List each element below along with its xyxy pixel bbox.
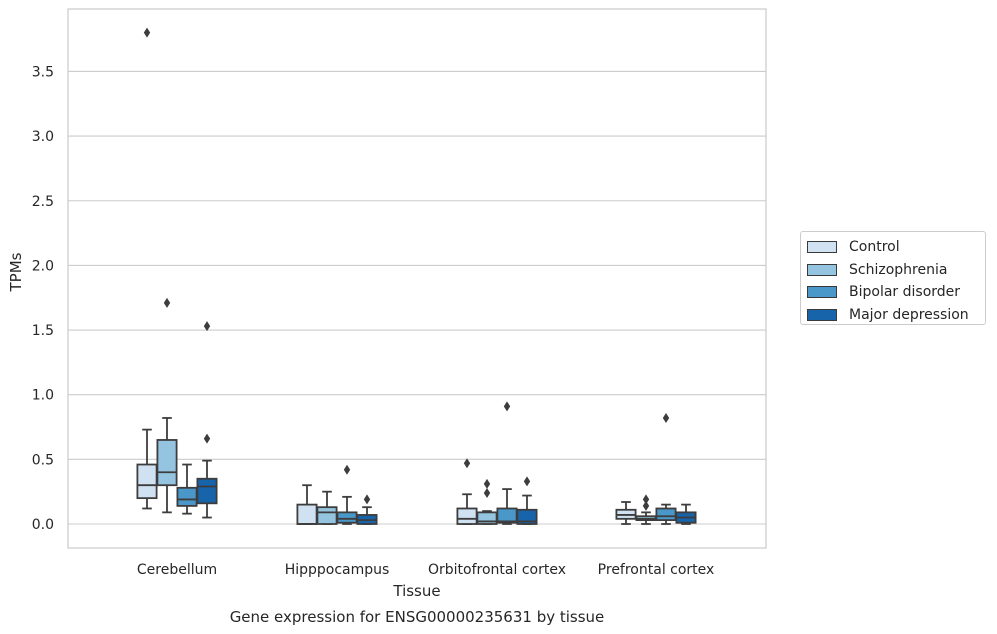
box-control [136,27,158,510]
legend-item: Major depression [807,304,979,327]
y-tick-label: 1.0 [32,388,54,404]
box-iqr [316,506,338,525]
box-major-depression [356,494,378,525]
box-bipolar-disorder [496,401,518,525]
box-schizophrenia [635,494,657,525]
outlier-point [163,297,171,308]
y-tick-label: 3.5 [32,64,54,80]
outlier-point [503,401,511,412]
outlier-point [143,27,151,38]
chart-footer-caption: Gene expression for ENSG00000235631 by t… [230,608,605,626]
box-schizophrenia [476,478,498,525]
box-iqr [176,486,198,507]
plot-area-frame [67,8,767,549]
legend-item: Control [807,236,979,259]
legend: Control Schizophrenia Bipolar disorder Majo… [800,231,986,325]
outlier-point [203,433,211,444]
box-major-depression [196,321,218,519]
box-iqr [456,507,478,525]
legend-item: Bipolar disorder [807,281,979,304]
outlier-point [523,476,531,487]
box-major-depression [675,503,697,525]
box-schizophrenia [316,490,338,525]
box-iqr [655,507,677,522]
y-tick-label: 2.5 [32,194,54,210]
legend-label: Major depression [849,306,969,323]
y-axis-ticks: 0.0 0.5 1.0 1.5 2.0 2.5 3.0 3.5 [32,64,54,533]
outlier-point [483,478,491,489]
y-tick-label: 3.0 [32,129,54,145]
outlier-point [463,458,471,469]
legend-item: Schizophrenia [807,259,979,282]
legend-swatch [807,241,837,254]
boxes [136,27,697,525]
x-tick-label: Prefrontal cortex [598,562,715,578]
y-axis-title: TPMs [7,252,25,292]
box-control [296,484,318,525]
y-tick-label: 2.0 [32,258,54,274]
outlier-point [662,412,670,423]
legend-label: Schizophrenia [849,261,948,278]
box-iqr [156,439,178,487]
x-tick-label: Hipppocampus [285,562,390,578]
legend-label: Control [849,239,900,256]
outlier-point [343,464,351,475]
box-bipolar-disorder [176,463,198,515]
outlier-point [642,500,650,511]
legend-swatch [807,286,837,299]
legend-label: Bipolar disorder [849,284,961,301]
box-iqr [296,503,318,525]
y-tick-label: 0.0 [32,517,54,533]
box-bipolar-disorder [336,464,358,525]
legend-swatch [807,308,837,321]
outlier-point [642,494,650,505]
gridlines [68,70,766,525]
x-tick-label: Cerebellum [137,562,217,578]
x-axis-ticks: Cerebellum Hipppocampus Orbitofrontal cort… [137,562,714,578]
box-iqr [336,511,358,524]
x-tick-label: Orbitofrontal cortex [428,562,566,578]
outlier-point [483,487,491,498]
outlier-point [363,494,371,505]
box-iqr [196,477,218,505]
legend-swatch [807,263,837,276]
y-tick-label: 0.5 [32,452,54,468]
x-axis-title: Tissue [392,582,440,600]
y-tick-label: 1.5 [32,323,54,339]
outlier-point [203,321,211,332]
box-iqr [516,508,538,525]
box-iqr [136,463,158,500]
box-major-depression [516,476,538,525]
box-control [456,458,478,525]
box-bipolar-disorder [655,412,677,525]
box-schizophrenia [156,297,178,514]
box-control [615,501,637,525]
